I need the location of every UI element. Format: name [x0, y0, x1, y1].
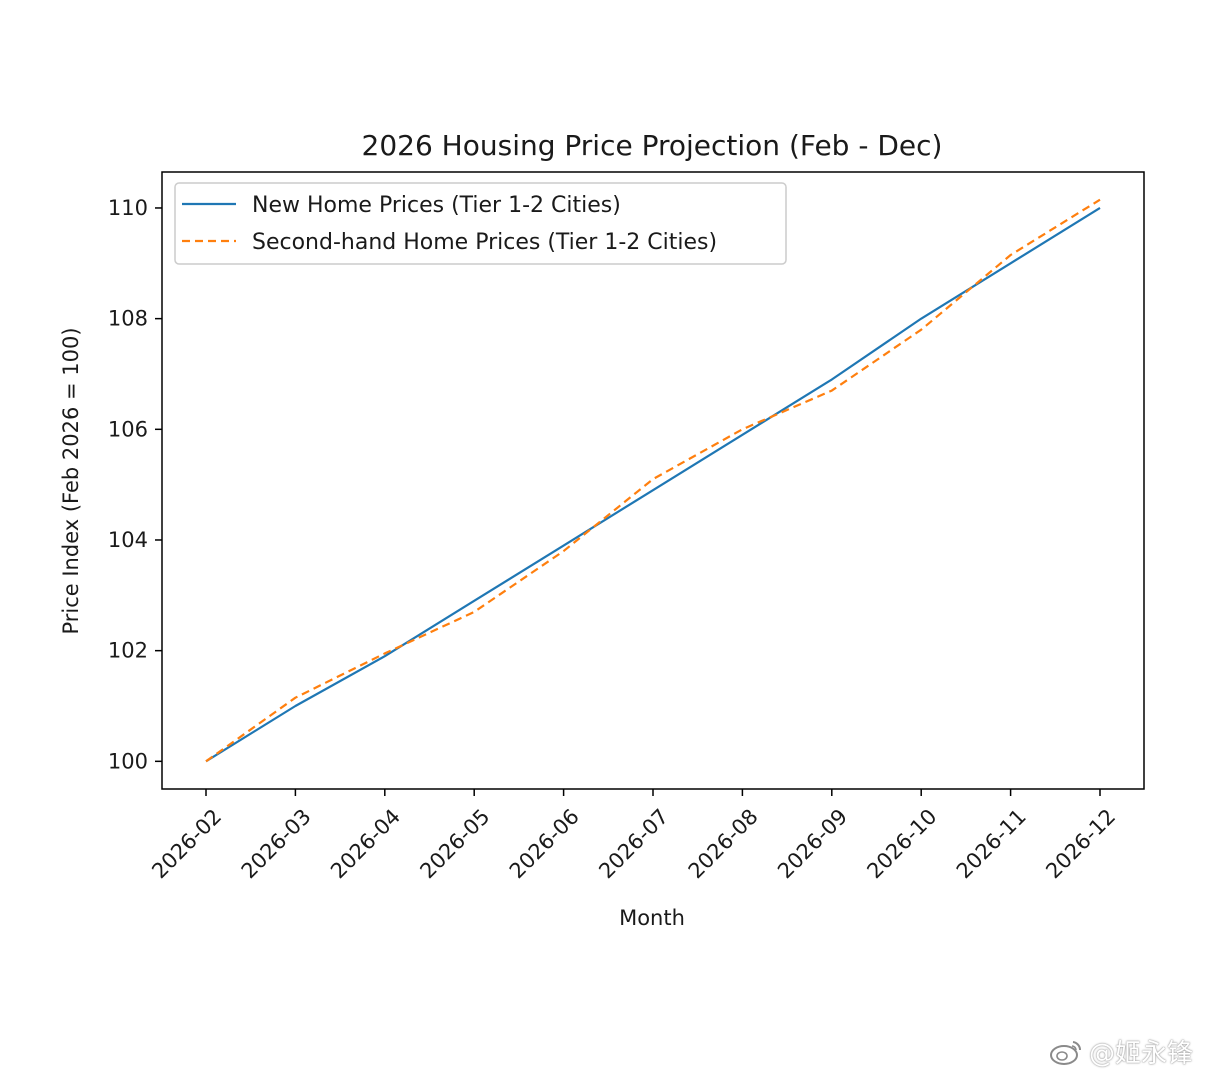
series-layer: [205, 198, 1101, 763]
y-axis-label: Price Index (Feb 2026 = 100): [59, 327, 83, 634]
watermark-text: @姬永锋: [1088, 1039, 1193, 1069]
series-line-new-home: [205, 207, 1101, 763]
chart-title: 2026 Housing Price Projection (Feb - Dec…: [362, 129, 943, 162]
legend-label-second-hand: Second-hand Home Prices (Tier 1-2 Cities…: [252, 230, 717, 255]
y-tick-label: 102: [108, 639, 148, 663]
weibo-icon: [1049, 1040, 1081, 1065]
y-axis: 100 102 104 106 108 110: [108, 196, 162, 773]
y-tick-label: 104: [108, 528, 148, 552]
legend: New Home Prices (Tier 1-2 Cities) Second…: [174, 182, 787, 265]
series-line-second-hand: [205, 198, 1101, 763]
y-tick-label: 100: [108, 749, 148, 773]
legend-box: [174, 182, 787, 265]
legend-label-new-home: New Home Prices (Tier 1-2 Cities): [252, 193, 621, 218]
y-tick-label: 106: [108, 417, 148, 441]
y-tick-label: 108: [108, 307, 148, 331]
watermark: @姬永锋: [1049, 1033, 1193, 1070]
x-axis-label: Month: [619, 906, 685, 930]
y-tick-label: 110: [108, 196, 148, 220]
